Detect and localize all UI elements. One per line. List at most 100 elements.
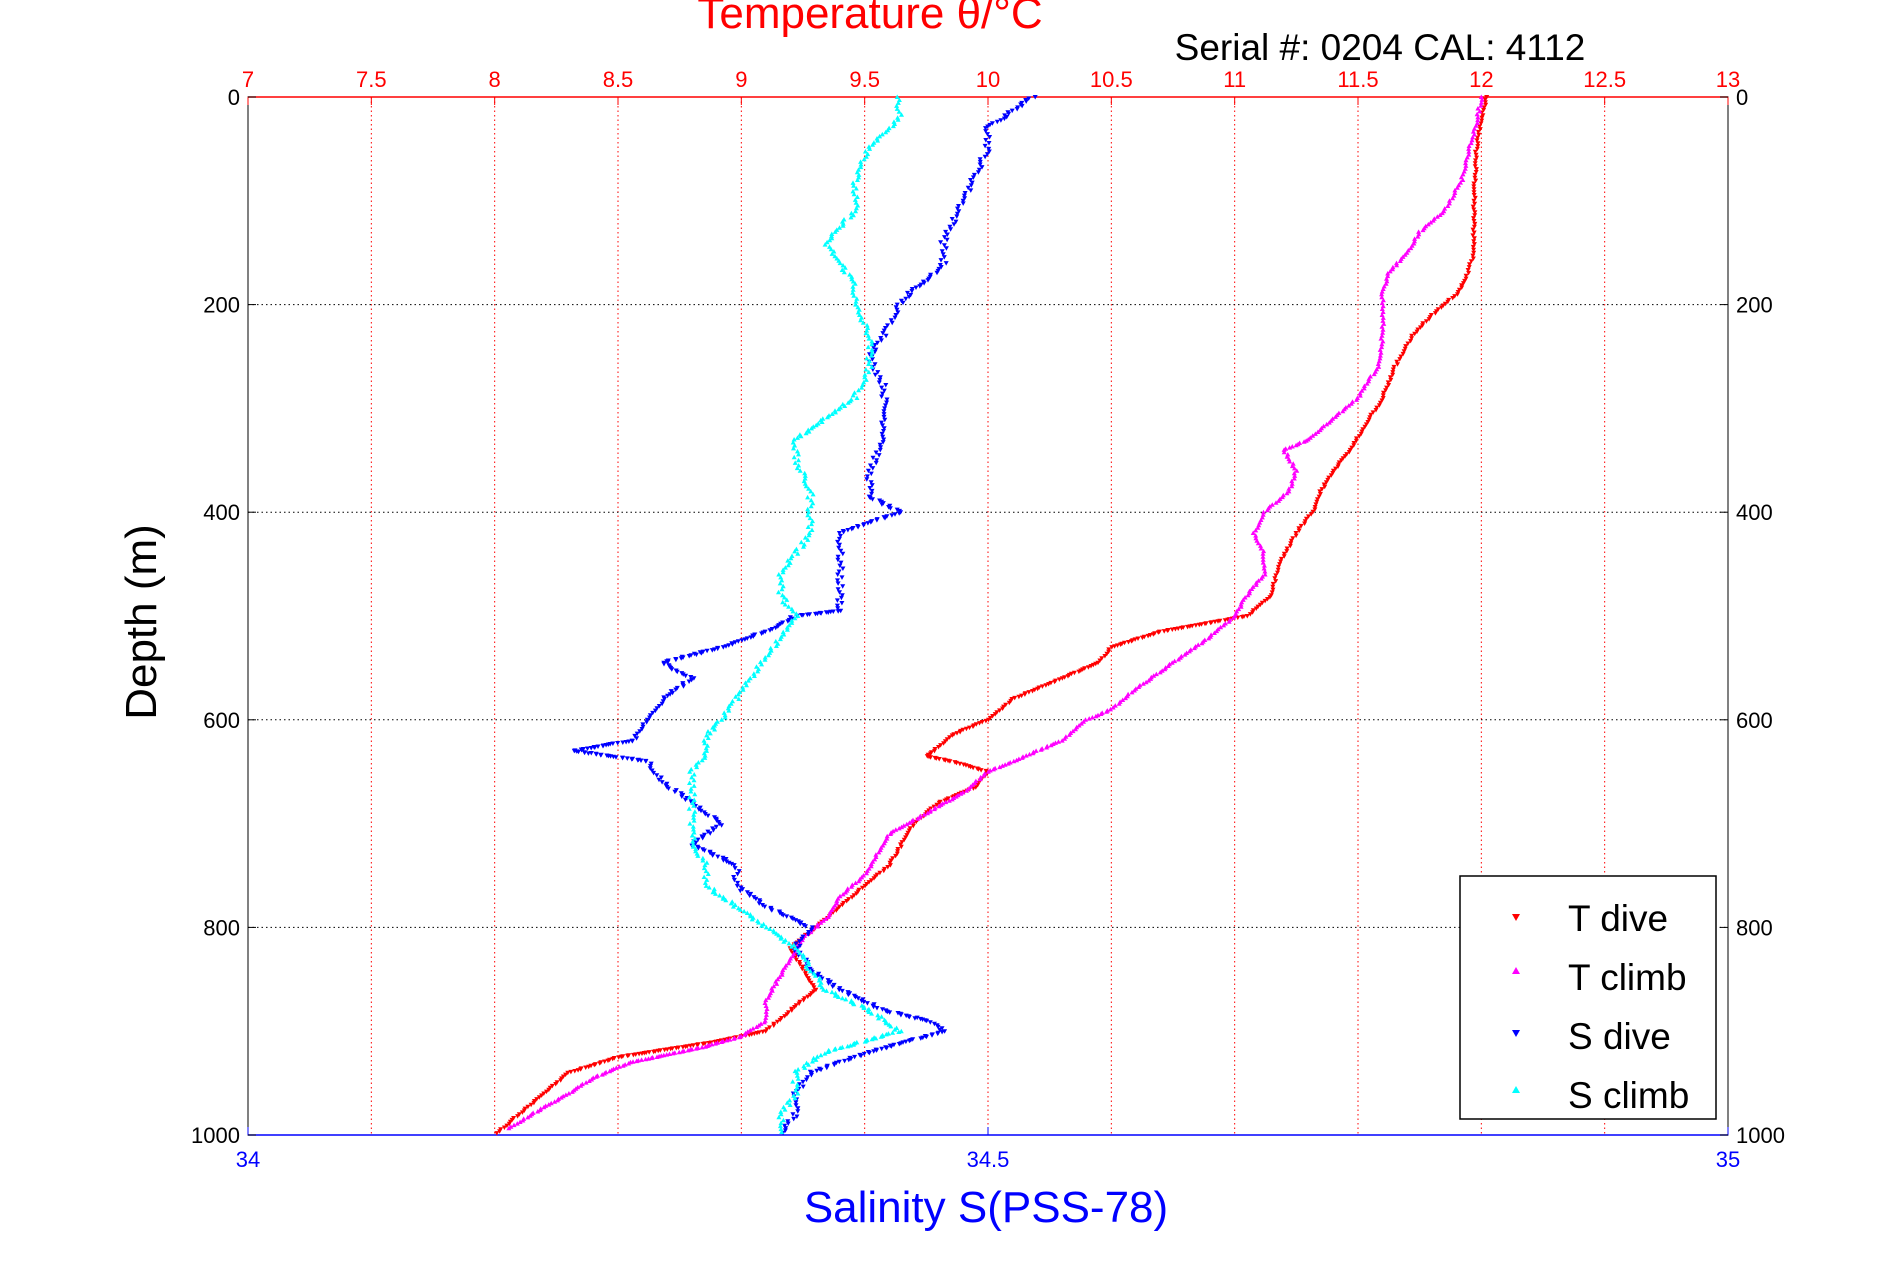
data-point [883,1020,889,1026]
data-point [1373,408,1379,413]
data-point [1245,592,1251,598]
data-point [1249,586,1255,591]
data-point [703,745,709,751]
data-point [841,530,847,535]
data-point [954,731,960,736]
data-point [705,729,711,734]
data-point [1470,134,1476,140]
series-t-climb [506,94,1485,1131]
data-point [769,908,775,913]
data-point [1385,271,1391,276]
data-point [893,853,899,859]
data-point [880,1007,885,1012]
data-point [702,880,708,885]
data-point [726,860,732,866]
legend-marker-t-dive [1512,914,1520,921]
data-point [771,983,777,989]
data-point [1387,375,1393,380]
data-point [862,1039,868,1044]
data-point [762,657,768,662]
data-point [1278,556,1284,562]
data-point [884,400,890,405]
data-point [1450,195,1456,201]
data-point [822,242,828,247]
data-point [1474,146,1480,152]
data-point [1161,629,1167,634]
data-point [1397,357,1403,362]
data-point [800,964,806,970]
data-point [1322,484,1328,490]
data-point [1460,171,1466,177]
data-point [927,809,933,814]
data-point [1270,581,1276,587]
data-point [760,903,765,908]
data-point [1206,635,1212,641]
data-point [1112,703,1118,708]
data-point [792,1095,798,1101]
data-point [685,1047,691,1053]
data-point [1463,157,1469,163]
data-point [1284,549,1290,554]
data-point [1236,606,1242,612]
data-point [833,409,838,415]
data-point [882,417,888,423]
salinity-tick-label: 34.5 [967,1147,1010,1172]
data-point [943,229,949,235]
data-point [680,672,686,677]
data-point [1346,450,1352,455]
data-point [670,690,676,696]
data-point [1471,193,1477,198]
data-point [844,899,850,904]
data-point [546,1102,552,1107]
data-point [793,945,799,951]
data-point [766,652,771,658]
data-point [1383,388,1389,393]
data-point [1361,385,1367,391]
data-point [849,274,855,279]
data-point [1315,497,1320,502]
data-point [613,755,619,760]
data-point [728,900,734,906]
data-point [506,1121,512,1127]
data-point [1471,181,1477,186]
data-point [817,982,823,988]
data-point [956,204,961,209]
data-point [774,1019,780,1025]
data-point [851,191,857,197]
data-point [806,978,812,983]
data-point [885,323,890,328]
data-point [637,729,643,734]
data-point [984,152,990,157]
data-point [783,1126,789,1131]
data-point [927,1020,933,1025]
data-point [961,193,967,199]
temperature-tick-label: 11 [1223,67,1246,92]
data-point [764,1012,769,1017]
data-point [780,599,786,605]
data-point [786,622,792,628]
data-point [898,842,903,847]
data-point [1349,445,1355,451]
data-point [794,1073,800,1078]
data-point [839,601,845,606]
data-point [1296,528,1302,534]
data-point [1033,748,1039,753]
data-point [888,858,894,863]
data-point [1191,645,1197,651]
data-point [948,227,954,232]
data-point [711,828,716,833]
data-point [1380,393,1386,398]
data-point [877,377,883,383]
data-point [764,1006,770,1011]
data-point [868,471,874,477]
data-point [1169,660,1175,665]
data-point [1428,220,1434,225]
data-point [881,328,887,334]
data-point [787,1097,793,1103]
data-point [794,1114,800,1119]
data-point [808,1073,814,1078]
data-point [1270,584,1276,590]
data-point [1379,324,1385,329]
data-point [865,468,871,474]
data-point [804,966,810,971]
